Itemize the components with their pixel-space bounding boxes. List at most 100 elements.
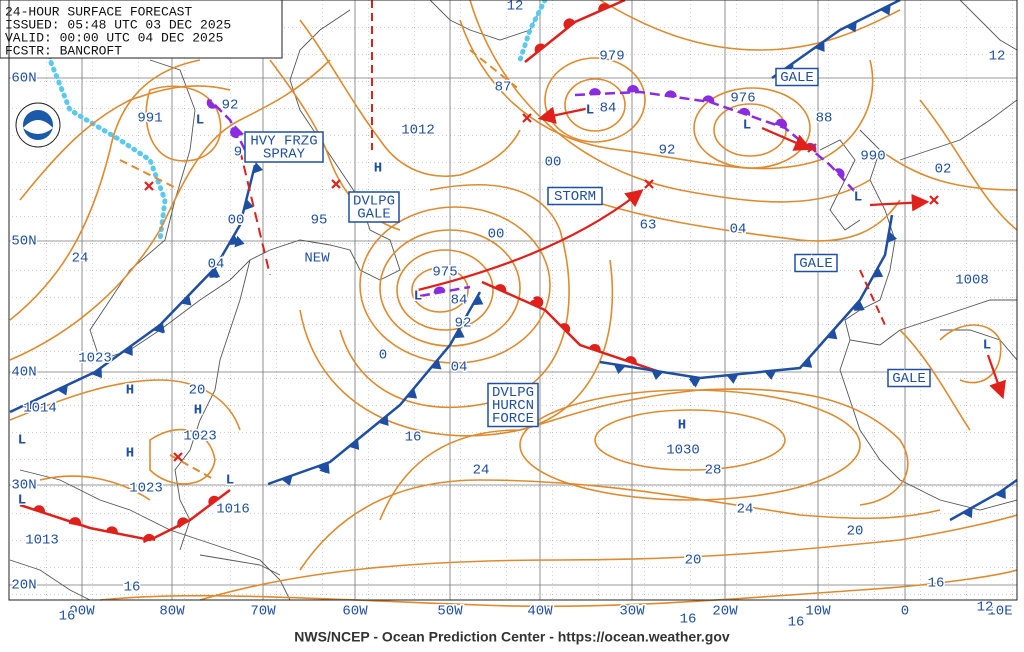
longitude-label: 80W bbox=[159, 604, 185, 620]
isobar-label: 00 bbox=[545, 155, 562, 171]
center-pressure: 1013 bbox=[25, 533, 59, 549]
center-pressure: 1030 bbox=[666, 443, 700, 459]
footer: NWS/NCEP - Ocean Prediction Center - htt… bbox=[294, 629, 730, 645]
front-symbol bbox=[430, 358, 442, 370]
front-symbol bbox=[234, 235, 245, 248]
warning-box bbox=[547, 186, 603, 206]
header-line: VALID: 00:00 UTC 04 DEC 2025 bbox=[5, 30, 223, 45]
front-symbol bbox=[68, 518, 81, 527]
warning-text: GALE bbox=[357, 207, 391, 223]
center-pressure: 975 bbox=[432, 265, 457, 281]
front-symbol bbox=[319, 463, 330, 474]
warning-box bbox=[244, 131, 324, 163]
front-symbol bbox=[208, 495, 220, 506]
front-symbol bbox=[378, 415, 389, 426]
fronts bbox=[9, 0, 1018, 544]
center-pressure: 1023 bbox=[129, 481, 163, 497]
isobar-label: 12 bbox=[977, 600, 994, 616]
front-line bbox=[949, 478, 1018, 522]
warning-text: DVLPG bbox=[353, 194, 395, 210]
isobar-label: 84 bbox=[600, 101, 617, 117]
center-pressure: 1014 bbox=[23, 401, 57, 417]
longitude-label: 0 bbox=[901, 604, 909, 620]
longitude-label: 60W bbox=[342, 604, 368, 620]
header-line: FCSTR: BANCROFT bbox=[5, 43, 122, 58]
front-symbol bbox=[853, 300, 865, 311]
front-symbol bbox=[143, 534, 155, 544]
warning-text: FORCE bbox=[492, 411, 534, 427]
isobar-label: 04 bbox=[730, 222, 747, 238]
front-symbol bbox=[180, 294, 192, 306]
warning-text: HURCN bbox=[492, 398, 534, 414]
isobar-label: 00 bbox=[228, 213, 245, 229]
isobar-label: 92 bbox=[455, 316, 472, 332]
front-symbol bbox=[472, 294, 484, 306]
center-symbol: L bbox=[18, 433, 26, 449]
center-symbol: H bbox=[374, 161, 382, 177]
center-symbol: L bbox=[854, 190, 862, 206]
front-symbol bbox=[651, 370, 664, 381]
front-symbol bbox=[872, 267, 884, 278]
isobar-label: 24 bbox=[72, 251, 89, 267]
isobar-label: 92 bbox=[222, 98, 239, 114]
warning-text: GALE bbox=[780, 70, 814, 86]
warning-text: DVLPG bbox=[492, 385, 534, 401]
front-symbol bbox=[243, 198, 254, 211]
warning-box bbox=[775, 67, 819, 87]
front-line bbox=[9, 164, 257, 414]
front-line bbox=[419, 285, 471, 298]
center-symbol: H bbox=[678, 418, 686, 434]
noaa-logo bbox=[15, 102, 61, 148]
front-symbol bbox=[22, 400, 34, 412]
warning-text: SPRAY bbox=[263, 147, 306, 163]
front-symbol bbox=[726, 374, 739, 384]
latitude-label: 60N bbox=[11, 71, 36, 87]
isobar-label: 24 bbox=[473, 463, 490, 479]
center-symbol: H bbox=[194, 403, 202, 419]
front-symbol bbox=[406, 388, 418, 399]
center-symbol: L bbox=[414, 289, 422, 305]
isobar-label: 16 bbox=[59, 609, 76, 625]
ice-edge bbox=[47, 0, 548, 243]
center-symbol: L bbox=[983, 338, 991, 354]
center-pressure: 1016 bbox=[216, 502, 250, 518]
isobar-label: 87 bbox=[495, 80, 512, 96]
latitude-label: 30N bbox=[11, 478, 36, 494]
center-symbol: H bbox=[126, 383, 134, 399]
place-label: NEW bbox=[304, 251, 330, 267]
front-symbol bbox=[962, 507, 973, 519]
front-symbol bbox=[598, 3, 610, 12]
warning-text: GALE bbox=[892, 371, 926, 387]
front-line bbox=[481, 280, 661, 374]
isobar-label: 63 bbox=[640, 218, 657, 234]
isobar-label: 84 bbox=[451, 293, 468, 309]
isobar-label: 9 bbox=[234, 145, 242, 161]
isobar-label: 04 bbox=[208, 257, 225, 273]
storm-tracks bbox=[144, 106, 1006, 462]
center-symbol: L bbox=[743, 118, 751, 134]
front-symbol bbox=[764, 370, 777, 380]
isobar-label: 16 bbox=[405, 430, 422, 446]
front-symbol bbox=[57, 384, 68, 396]
isobar-label: 24 bbox=[737, 502, 754, 518]
graticule bbox=[9, 0, 1017, 600]
front-symbol bbox=[106, 526, 118, 534]
longitude-label: 50W bbox=[437, 604, 463, 620]
front-symbol bbox=[559, 323, 571, 334]
center-symbol: H bbox=[126, 446, 134, 462]
front-symbol bbox=[834, 168, 845, 179]
front-symbol bbox=[995, 488, 1006, 499]
longitude-label: 10W bbox=[805, 604, 831, 620]
isobar-label: 20 bbox=[847, 524, 864, 540]
front-symbol bbox=[91, 367, 102, 379]
header-line: ISSUED: 05:48 UTC 03 DEC 2025 bbox=[5, 17, 231, 32]
warning-box bbox=[348, 191, 400, 223]
isobar-label: 16 bbox=[928, 576, 945, 592]
front-symbol bbox=[494, 284, 507, 293]
front-line bbox=[771, 0, 901, 80]
center-pressure: 979 bbox=[599, 49, 624, 65]
front-symbol bbox=[880, 4, 891, 16]
front-symbol bbox=[613, 364, 626, 375]
isobar-label: 20 bbox=[189, 383, 206, 399]
